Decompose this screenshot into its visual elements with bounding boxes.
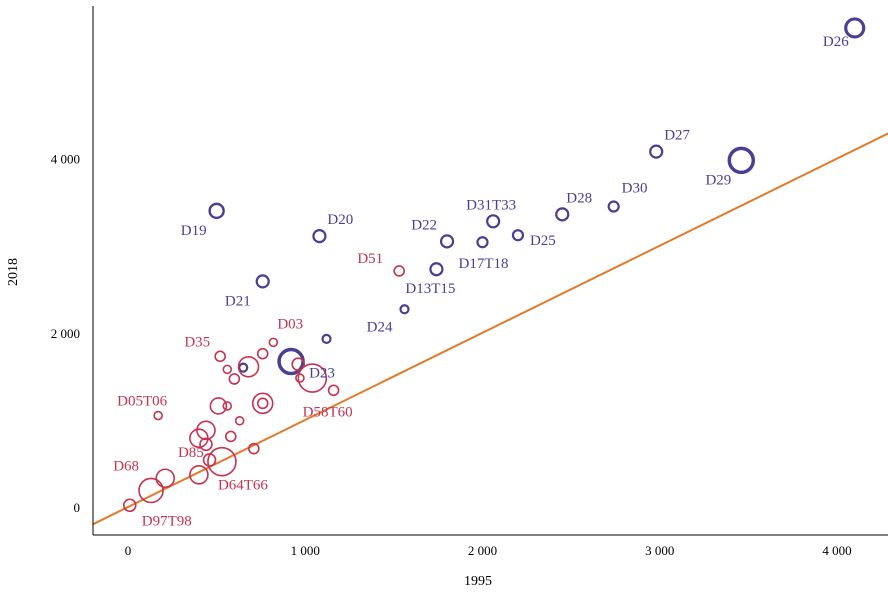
point-label: D24 [367, 319, 393, 335]
bubble-blue [844, 17, 866, 39]
point-label: D03 [277, 316, 303, 332]
point-label: D35 [184, 334, 210, 350]
x-tick-labels: 0 1 000 2 000 3 000 4 000 [125, 543, 852, 558]
bubble-red [155, 468, 176, 489]
point-label: D68 [113, 458, 139, 474]
bubble-blue [255, 274, 270, 289]
bubble-red [295, 373, 305, 383]
bubble-red [196, 420, 216, 441]
bubble-blue [429, 262, 444, 277]
point-label: D20 [327, 212, 353, 228]
bubble-red [153, 410, 163, 421]
x-axis-label: 1995 [464, 574, 492, 589]
x-tick-label: 3 000 [645, 543, 674, 558]
data-points [122, 17, 866, 513]
bubble-blue [727, 146, 756, 175]
bubble-red [256, 347, 269, 360]
bubble-red [234, 415, 245, 426]
y-tick-label: 2 000 [51, 326, 80, 341]
bubble-blue [439, 234, 455, 249]
point-label: D29 [705, 172, 731, 188]
point-label: D21 [225, 293, 251, 309]
point-label: D22 [411, 217, 437, 233]
y-tick-label: 0 [74, 500, 81, 515]
y-tick-label: 4 000 [51, 152, 80, 167]
bubble-red [138, 477, 164, 504]
bubble-blue [486, 214, 501, 229]
bubble-red [291, 357, 305, 371]
bubble-blue [321, 333, 332, 344]
point-label: D13T15 [405, 281, 455, 297]
y-tick-labels: 0 2 000 4 000 [51, 152, 80, 515]
bubble-blue [649, 144, 664, 159]
bubble-red [297, 363, 328, 393]
bubble-red [225, 430, 237, 443]
point-label: D26 [823, 34, 849, 50]
bubble-blue [208, 202, 225, 220]
point-label: D27 [664, 128, 690, 144]
point-label: D58T60 [303, 404, 353, 420]
x-tick-label: 4 000 [822, 543, 851, 558]
bubble-blue [312, 229, 327, 244]
point-label: D51 [357, 251, 383, 267]
point-label: D28 [566, 190, 592, 206]
point-label: D85 [178, 445, 204, 461]
bubble-red [122, 498, 137, 513]
bubble-blue [607, 200, 620, 213]
bubble-blue [399, 304, 410, 315]
x-tick-label: 2 000 [468, 543, 497, 558]
point-label: D17T18 [459, 256, 509, 272]
point-label: D31T33 [466, 197, 516, 213]
bubble-red [237, 355, 260, 378]
bubble-blue [476, 236, 489, 249]
reference-line [92, 132, 888, 526]
bubble-red [256, 397, 269, 410]
x-tick-label: 0 [125, 543, 132, 558]
bubble-red [248, 442, 260, 455]
bubble-red [228, 373, 241, 385]
bubble-red [222, 401, 233, 411]
point-label: D23 [309, 366, 335, 382]
point-label: D64T66 [218, 478, 268, 494]
bubble-red [209, 397, 228, 415]
y-axis-label: 2018 [6, 258, 21, 286]
bubble-blue [511, 229, 525, 242]
point-label: D97T98 [142, 513, 192, 529]
bubble-red [189, 464, 209, 485]
bubble-blue [555, 207, 570, 222]
bubble-red [393, 265, 405, 277]
x-tick-label: 1 000 [291, 543, 320, 558]
bubble-red [251, 392, 274, 415]
point-label: D25 [530, 233, 556, 249]
bubble-red [207, 446, 237, 477]
bubble-red [327, 384, 340, 397]
bubble-red [214, 350, 226, 363]
bubble-blue [238, 362, 249, 373]
bubble-red [199, 437, 213, 452]
point-label: D30 [622, 181, 648, 197]
bubble-red [268, 337, 279, 348]
point-label: D19 [181, 223, 207, 239]
point-label: D05T06 [117, 394, 167, 410]
bubble-red [222, 364, 233, 375]
